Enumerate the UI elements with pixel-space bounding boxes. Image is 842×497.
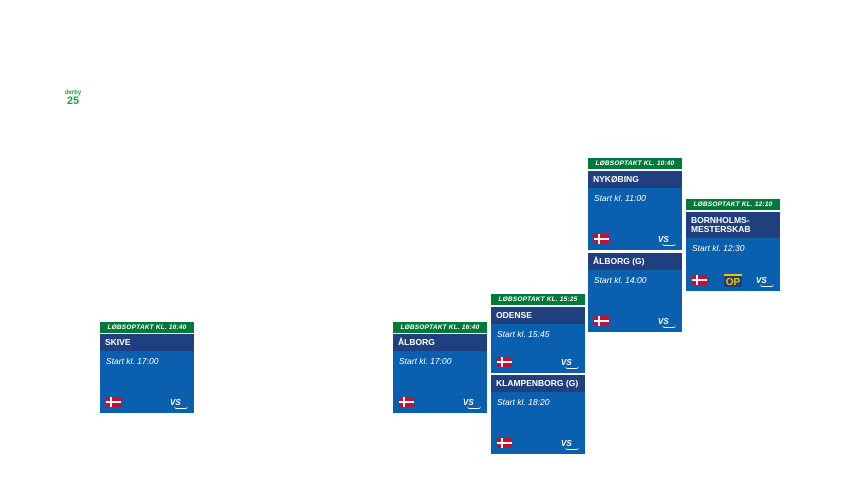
derby-logo: derby 25 (63, 90, 83, 107)
race-name: ODENSE (491, 307, 585, 324)
race-name: SKIVE (100, 334, 194, 351)
vs-logo-icon: VS (561, 358, 579, 369)
denmark-flag-icon (497, 438, 512, 448)
race-card-skive[interactable]: SKIVE Start kl. 17:00 VS (100, 334, 194, 413)
race-name: ÅLBORG (G) (588, 253, 682, 270)
race-start-time: Start kl. 17:00 (106, 356, 159, 366)
vs-logo-icon: VS (170, 398, 188, 409)
race-card-alborg-g[interactable]: ÅLBORG (G) Start kl. 14:00 VS (588, 253, 682, 332)
vs-logo-icon: VS (658, 317, 676, 328)
vs-logo-icon: VS (463, 398, 481, 409)
denmark-flag-icon (399, 397, 414, 407)
race-start-time: Start kl. 17:00 (399, 356, 452, 366)
denmark-flag-icon (106, 397, 121, 407)
denmark-flag-icon (692, 275, 707, 285)
race-start-time: Start kl. 14:00 (594, 275, 647, 285)
banner-bornholm: LØBSOPTAKT KL. 12:10 (686, 199, 780, 210)
op-logo-icon: OP (724, 274, 742, 288)
race-start-time: Start kl. 18:20 (497, 397, 550, 407)
vs-logo-icon: VS (658, 235, 676, 246)
race-start-time: Start kl. 12:30 (692, 243, 745, 253)
race-card-alborg[interactable]: ÅLBORG Start kl. 17:00 VS (393, 334, 487, 413)
banner-odense: LØBSOPTAKT KL. 15:25 (491, 294, 585, 305)
banner-skive: LØBSOPTAKT KL. 16:40 (100, 322, 194, 333)
banner-nykobing: LØBSOPTAKT KL. 10:40 (588, 158, 682, 169)
denmark-flag-icon (497, 357, 512, 367)
race-card-klampenborg[interactable]: KLAMPENBORG (G) Start kl. 18:20 VS (491, 375, 585, 454)
banner-alborg: LØBSOPTAKT KL. 16:40 (393, 322, 487, 333)
logo-line1: derby (64, 90, 82, 96)
race-start-time: Start kl. 15:45 (497, 329, 550, 339)
race-name: BORNHOLMS-MESTERSKAB (686, 212, 780, 238)
logo-line2: 25 (66, 95, 80, 107)
denmark-flag-icon (594, 316, 609, 326)
race-name: KLAMPENBORG (G) (491, 375, 585, 392)
vs-logo-icon: VS (561, 439, 579, 450)
race-card-bornholm[interactable]: BORNHOLMS-MESTERSKAB Start kl. 12:30 OP … (686, 212, 780, 291)
denmark-flag-icon (594, 234, 609, 244)
vs-logo-icon: VS (756, 276, 774, 287)
race-start-time: Start kl. 11:00 (594, 193, 646, 203)
race-card-odense[interactable]: ODENSE Start kl. 15:45 VS (491, 307, 585, 373)
race-name: ÅLBORG (393, 334, 487, 351)
race-name: NYKØBING (588, 171, 682, 188)
race-card-nykobing[interactable]: NYKØBING Start kl. 11:00 VS (588, 171, 682, 250)
